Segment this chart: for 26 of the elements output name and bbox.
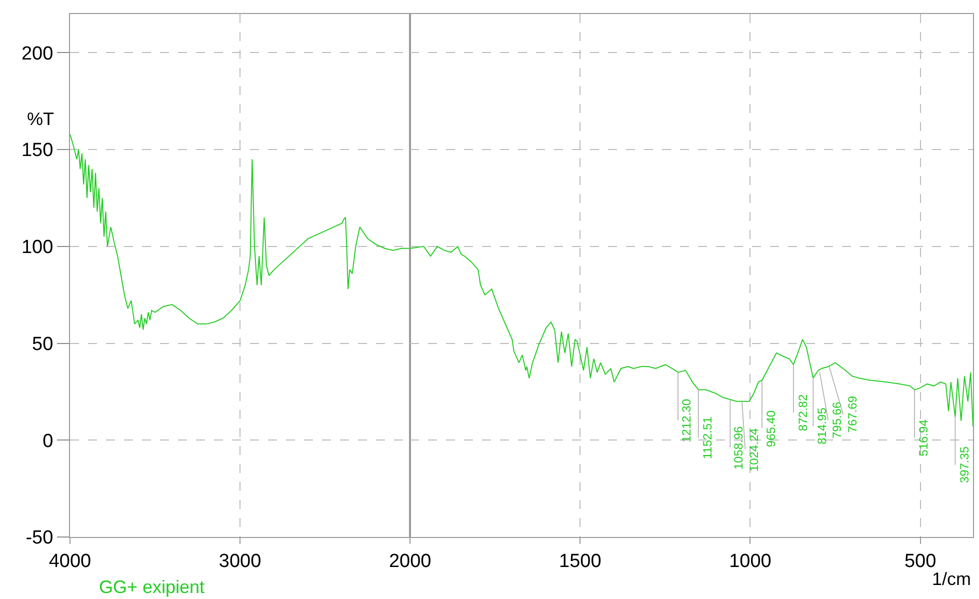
annotation: 872.82 [796,394,810,432]
annotation: 767.69 [846,396,860,433]
y-tick-label: -50 [26,528,54,549]
text: GG+ exipient [99,577,205,597]
x-axis-title: 1/cm [932,569,972,589]
annotation: 1212.30 [680,398,694,442]
x-tick-label: 4000 [48,550,92,572]
annotation: 1058.96 [732,426,746,470]
x-tick-label: 1000 [729,550,772,572]
annotation: 1152.51 [700,416,715,460]
y-axis-title: %T [27,109,54,129]
y-tick-label: 0 [42,430,54,452]
x-tick-label: 500 [904,550,936,572]
annotation: 516.94 [916,419,931,456]
y-tick-label: 150 [21,140,54,162]
x-tick-label: 2000 [388,550,432,572]
annotation: 965.40 [764,410,778,448]
annotation: 795.66 [830,401,844,439]
annotation: 814.95 [815,407,830,444]
y-tick-label: 50 [32,334,54,355]
x-tick-label: 3000 [218,550,262,572]
y-tick-label: 200 [21,43,54,64]
annotation: 397.35 [957,446,972,484]
annotation: 1024.24 [746,428,761,472]
x-tick-label: 1500 [559,550,602,572]
y-tick-label: 100 [21,237,54,258]
